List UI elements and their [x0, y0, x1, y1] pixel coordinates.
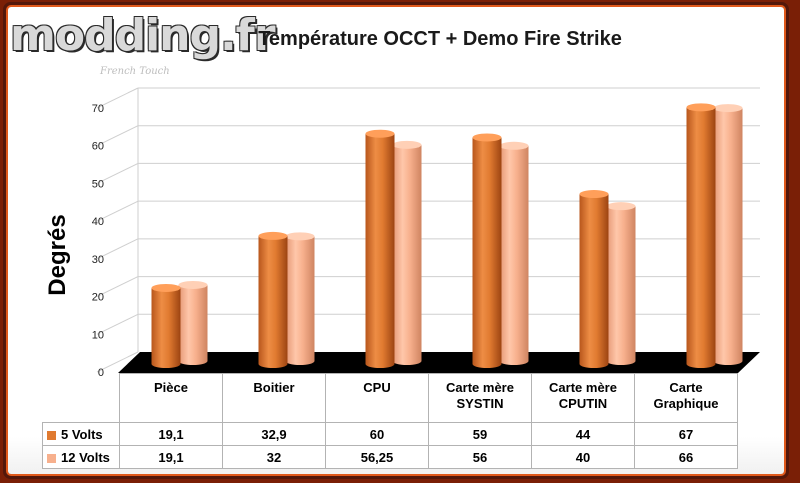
- grid-line-side: [96, 87, 139, 109]
- data-label: 19,1: [119, 422, 223, 446]
- bar-top: [151, 283, 181, 292]
- legend-swatch-12-volts: [47, 453, 56, 463]
- logo-tagline: French Touch: [100, 66, 170, 77]
- category-label: CPU: [325, 373, 429, 423]
- data-label: 44: [531, 422, 635, 446]
- bar-body: [472, 137, 502, 368]
- y-tick-label: 0: [98, 367, 104, 379]
- bar-top: [258, 231, 288, 240]
- bars: [151, 103, 743, 369]
- bar-body: [606, 206, 636, 365]
- y-tick-label: 20: [92, 292, 104, 304]
- bar-12-volts: [285, 232, 315, 365]
- bar-top: [606, 202, 636, 211]
- category-label: Carte Graphique: [634, 373, 738, 423]
- grid-line-side: [96, 313, 139, 335]
- bar-5-volts: [258, 231, 288, 368]
- bar-5-volts: [151, 283, 181, 368]
- category-label: Carte mère CPUTIN: [531, 373, 635, 423]
- legend-swatch-5-volts: [47, 430, 56, 440]
- data-label: 32: [222, 445, 326, 469]
- grid-line-side: [96, 162, 139, 184]
- grid-line-side: [96, 238, 139, 260]
- bar-top: [713, 104, 743, 113]
- bar-body: [686, 107, 716, 369]
- grid-line-side: [96, 276, 139, 298]
- data-label: 19,1: [119, 445, 223, 469]
- bar-top: [285, 232, 315, 241]
- y-tick-label: 70: [92, 103, 104, 115]
- category-label: Carte mère SYSTIN: [428, 373, 532, 423]
- bar-body: [365, 133, 395, 368]
- bar-top: [178, 280, 208, 289]
- chart-floor: [118, 352, 760, 373]
- bar-12-volts: [713, 104, 743, 365]
- bar-5-volts: [579, 190, 609, 368]
- bar-5-volts: [365, 129, 395, 368]
- data-label: 66: [634, 445, 738, 469]
- grid-line-side: [96, 351, 139, 373]
- grid-lines: [96, 87, 760, 373]
- bar-12-volts: [178, 280, 208, 365]
- data-label: 56: [428, 445, 532, 469]
- legend-label: 12 Volts: [61, 449, 110, 465]
- bar-body: [713, 108, 743, 365]
- legend-5-volts: 5 Volts: [42, 422, 120, 446]
- bar-top: [499, 141, 529, 150]
- data-table: Pièce Boitier CPU Carte mère SYSTIN Carte mèr…: [42, 373, 738, 469]
- legend-12-volts: 12 Volts: [42, 445, 120, 469]
- y-tick-label: 40: [92, 216, 104, 228]
- bar-body: [579, 194, 609, 368]
- bar-top: [472, 133, 502, 142]
- bar-top: [392, 140, 422, 149]
- data-label: 67: [634, 422, 738, 446]
- data-label: 56,25: [325, 445, 429, 469]
- bar-5-volts: [472, 133, 502, 368]
- data-table-header: Pièce Boitier CPU Carte mère SYSTIN Carte mèr…: [43, 373, 738, 423]
- grid-line-side: [96, 125, 139, 147]
- bar-body: [499, 145, 529, 365]
- bar-12-volts: [499, 141, 529, 365]
- bar-body: [392, 144, 422, 365]
- bar-top: [365, 129, 395, 138]
- data-label: 40: [531, 445, 635, 469]
- y-tick-label: 60: [92, 141, 104, 153]
- bar-12-volts: [392, 140, 422, 365]
- y-tick-labels: 0 10 20 30 40 50 60 70: [92, 103, 104, 379]
- category-label: Boitier: [222, 373, 326, 423]
- bar-top: [579, 190, 609, 199]
- bar-body: [285, 236, 315, 365]
- data-label: 60: [325, 422, 429, 446]
- y-tick-label: 30: [92, 254, 104, 266]
- data-label: 59: [428, 422, 532, 446]
- bar-body: [258, 235, 288, 368]
- grid-line-side: [96, 200, 139, 222]
- data-label: 32,9: [222, 422, 326, 446]
- table-row-12-volts: 12 Volts 19,1 32 56,25 56 40 66: [42, 445, 738, 469]
- bar-5-volts: [686, 103, 716, 369]
- table-row-5-volts: 5 Volts 19,1 32,9 60 59 44 67: [42, 422, 738, 446]
- legend-label: 5 Volts: [61, 426, 103, 442]
- chart-title: Température OCCT + Demo Fire Strike: [258, 28, 622, 50]
- y-tick-label: 10: [92, 329, 104, 341]
- bar-12-volts: [606, 202, 636, 365]
- table-corner: [43, 374, 120, 423]
- bar-top: [686, 103, 716, 112]
- category-label: Pièce: [119, 373, 223, 423]
- bar-body: [151, 287, 181, 368]
- bar-body: [178, 284, 208, 365]
- y-tick-label: 50: [92, 178, 104, 190]
